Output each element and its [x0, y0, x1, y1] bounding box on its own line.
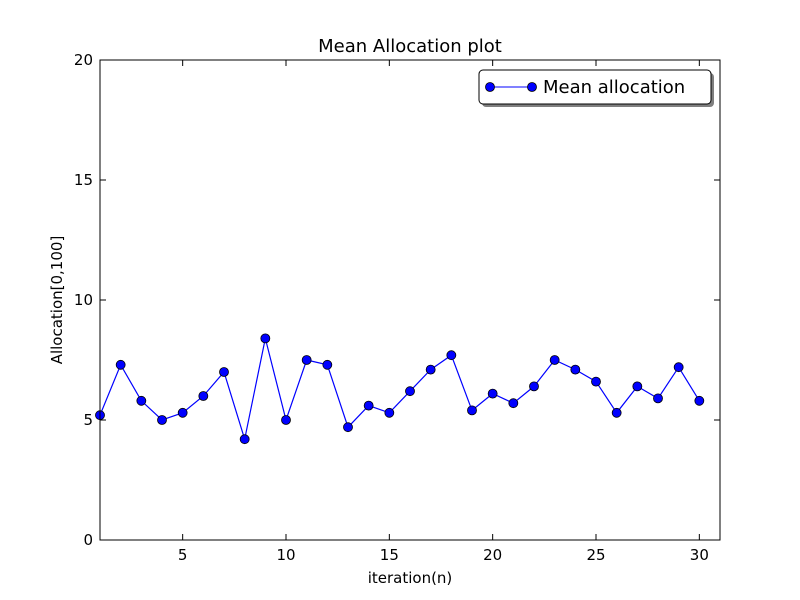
data-point [467, 405, 477, 416]
data-point [384, 407, 395, 418]
data-point [260, 333, 271, 344]
y-tick-label: 15 [74, 171, 93, 189]
legend-label: Mean allocation [543, 77, 685, 98]
data-point [632, 381, 643, 392]
data-point [115, 359, 126, 370]
data-point [591, 376, 601, 387]
x-tick-label: 20 [483, 546, 502, 564]
chart-title: Mean Allocation plot [318, 36, 502, 57]
x-tick-label: 10 [276, 546, 295, 564]
y-tick-label: 10 [74, 291, 93, 309]
data-point [363, 400, 374, 411]
data-point [157, 415, 167, 425]
data-point [322, 359, 333, 370]
data-point [239, 434, 250, 445]
x-tick-label: 5 [178, 546, 188, 564]
data-point [281, 415, 291, 425]
x-tick-label: 30 [690, 546, 709, 564]
legend-box [478, 69, 712, 105]
data-point [694, 395, 705, 406]
data-point [425, 364, 436, 375]
data-point [508, 398, 519, 409]
y-tick-label: 20 [74, 51, 93, 69]
data-point [529, 381, 539, 392]
data-point [487, 388, 498, 399]
y-tick-label: 0 [83, 531, 93, 549]
ticks: 5 10 15 20 25 30 0 5 10 15 20 [74, 51, 720, 564]
y-axis-label: Allocation[0,100] [48, 236, 66, 365]
x-tick-label: 25 [586, 546, 605, 564]
legend-marker-left [485, 82, 495, 92]
data-point [301, 355, 312, 365]
data-point [611, 407, 622, 418]
data-point [405, 386, 415, 397]
data-point [446, 350, 457, 361]
data-point [343, 422, 353, 433]
data-point [653, 393, 663, 404]
data-point [570, 364, 581, 375]
legend-marker-right [527, 82, 537, 92]
axes-frame [99, 59, 721, 541]
y-tick-label: 5 [83, 411, 93, 429]
data-point [549, 355, 560, 365]
data-point [219, 367, 229, 377]
plot-area [95, 333, 705, 445]
data-point [136, 395, 147, 406]
x-tick-label: 15 [380, 546, 399, 564]
series-line [99, 338, 700, 440]
x-axis-label: iteration(n) [368, 569, 453, 587]
data-point [673, 362, 684, 373]
data-point [198, 391, 209, 401]
legend: Mean allocation [478, 69, 714, 107]
data-point [177, 407, 188, 418]
